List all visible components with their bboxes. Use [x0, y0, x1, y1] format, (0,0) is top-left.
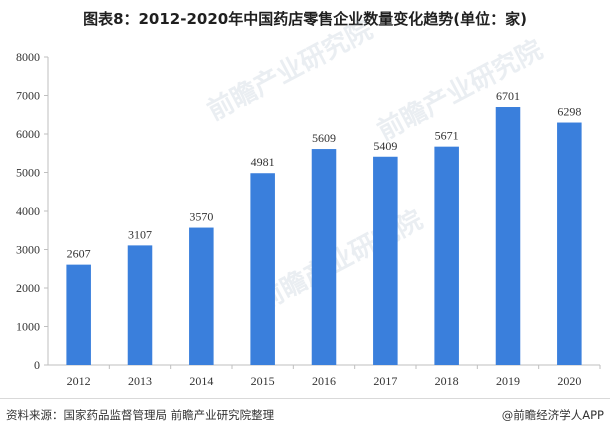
bar	[373, 156, 398, 365]
data-label: 6298	[557, 105, 581, 119]
bar	[434, 146, 459, 365]
data-label: 5609	[312, 131, 336, 145]
bar-chart: 0 1000 2000 3000 4000 5000 6000 7000 8000 2607 201…	[16, 50, 601, 388]
y-tick-label: 5000	[16, 166, 40, 180]
y-tick-label: 8000	[16, 50, 40, 64]
x-tick-label: 2014	[189, 374, 213, 388]
bar	[557, 122, 582, 365]
data-label: 6701	[496, 89, 520, 103]
x-tick-label: 2012	[67, 374, 91, 388]
chart-title: 图表8：2012-2020年中国药店零售企业数量变化趋势(单位：家)	[83, 10, 527, 28]
data-label: 3107	[128, 227, 152, 241]
x-tick-label: 2019	[496, 374, 520, 388]
data-label: 2607	[67, 247, 91, 261]
x-tick-label: 2015	[251, 374, 275, 388]
x-tick-label: 2020	[557, 374, 581, 388]
data-label: 5671	[435, 129, 459, 143]
y-tick-label: 2000	[16, 281, 40, 295]
y-tick-label: 7000	[16, 89, 40, 103]
bar	[250, 173, 275, 365]
bar	[127, 245, 153, 365]
y-tick-label: 3000	[16, 243, 40, 257]
data-label: 3570	[189, 210, 213, 224]
bar	[311, 149, 337, 365]
x-tick-label: 2018	[435, 374, 459, 388]
y-tick-label: 0	[34, 358, 40, 372]
y-tick-label: 6000	[16, 127, 40, 141]
bar	[189, 227, 214, 365]
footer: 资料来源：国家药品监督管理局 前瞻产业研究院整理 @前瞻经济学人APP	[6, 407, 604, 427]
source-note: 资料来源：国家药品监督管理局 前瞻产业研究院整理	[6, 408, 275, 422]
data-label: 5409	[373, 139, 397, 153]
bar	[66, 264, 91, 365]
data-label: 4981	[251, 155, 275, 169]
y-tick-label: 4000	[16, 204, 40, 218]
x-tick-label: 2016	[312, 374, 336, 388]
x-tick-label: 2017	[373, 374, 397, 388]
x-tick-label: 2013	[128, 374, 152, 388]
bar	[495, 107, 521, 365]
footer-divider	[0, 398, 610, 399]
y-tick-label: 1000	[16, 320, 40, 334]
credit-note: @前瞻经济学人APP	[501, 408, 604, 422]
